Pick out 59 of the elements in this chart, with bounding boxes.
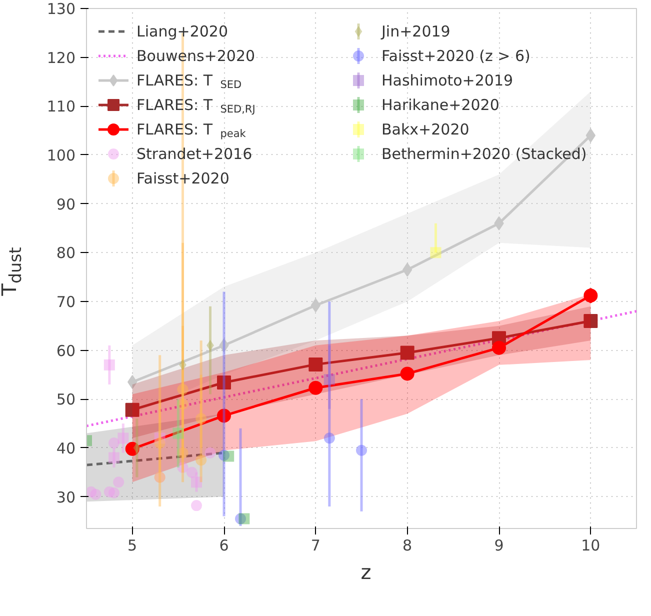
point — [108, 438, 120, 449]
point — [430, 247, 442, 258]
legend-label: Bethermin+2020 (Stacked) — [382, 145, 587, 163]
y-tick-label: 90 — [56, 195, 76, 214]
point — [400, 346, 414, 360]
legend-label: Liang+2020 — [136, 22, 228, 40]
y-tick-label: 60 — [56, 342, 76, 360]
x-axis-title: z — [360, 559, 372, 586]
x-tick-label: 6 — [219, 536, 229, 554]
y-tick-label: 30 — [56, 488, 76, 506]
point — [238, 513, 250, 524]
y-tick-label: 50 — [56, 390, 76, 409]
point — [118, 432, 129, 444]
x-tick-label: 8 — [402, 536, 412, 554]
point — [308, 357, 323, 372]
point — [108, 487, 120, 498]
point — [113, 476, 124, 488]
point — [196, 413, 207, 424]
y-tick-label: 120 — [46, 48, 76, 67]
y-tick-label: 80 — [56, 244, 76, 262]
legend-label: Jin+2019 — [380, 22, 450, 40]
legend-label: Faisst+2020 (z > 6) — [382, 47, 530, 65]
legend-label: Harikane+2020 — [382, 96, 500, 114]
point — [324, 374, 335, 386]
y-tick-label: 70 — [56, 292, 76, 311]
point — [308, 380, 323, 395]
point — [108, 452, 120, 464]
y-tick-label: 130 — [46, 0, 76, 18]
y-tick-label: 40 — [56, 439, 76, 458]
point — [172, 428, 184, 439]
point — [104, 359, 115, 370]
point — [217, 408, 231, 423]
legend-label: Hashimoto+2019 — [382, 72, 514, 90]
x-tick-label: 5 — [128, 536, 138, 554]
point — [492, 340, 506, 355]
point — [584, 314, 598, 328]
x-tick-label: 9 — [494, 536, 504, 554]
point — [400, 366, 414, 381]
y-tick-label: 110 — [46, 98, 76, 116]
point — [191, 476, 202, 488]
point — [90, 488, 102, 500]
point — [356, 444, 367, 456]
point — [191, 500, 202, 512]
legend-label: Bakx+2020 — [382, 120, 470, 138]
x-tick-label: 10 — [581, 536, 600, 554]
point — [196, 454, 207, 466]
point — [125, 442, 140, 456]
legend-label: Strandet+2016 — [136, 145, 252, 163]
point — [154, 438, 166, 449]
legend-label: Faisst+2020 — [136, 170, 230, 188]
point — [217, 376, 231, 390]
point — [324, 432, 335, 444]
point — [223, 450, 234, 462]
x-tick-label: 7 — [310, 536, 320, 554]
point — [177, 384, 188, 395]
point — [125, 402, 140, 417]
point — [204, 447, 216, 458]
y-tick-label: 100 — [46, 146, 76, 164]
legend-label: Bouwens+2020 — [136, 47, 256, 65]
